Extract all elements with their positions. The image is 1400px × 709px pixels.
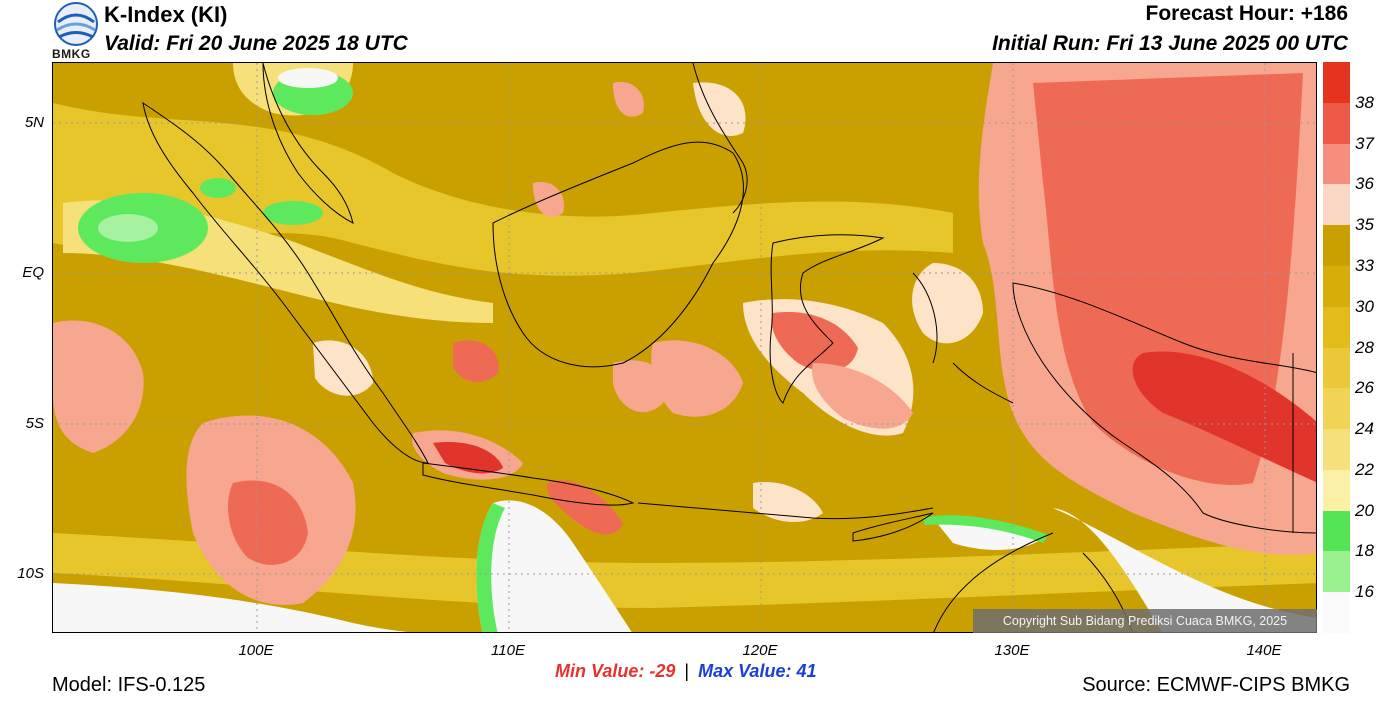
colorbar-label: 26 — [1355, 378, 1374, 398]
zone-low — [278, 68, 338, 88]
lat-label-eq: EQ — [22, 264, 44, 281]
separator: | — [684, 661, 690, 681]
colorbar-segment — [1323, 225, 1350, 267]
zone-light-green — [98, 214, 158, 242]
source-label: Source: ECMWF-CIPS BMKG — [1082, 674, 1350, 696]
zone-pink — [651, 340, 743, 417]
initial-run: Initial Run: Fri 13 June 2025 00 UTC — [992, 32, 1348, 55]
map-title: K-Index (KI) — [104, 2, 228, 27]
lat-label-5s: 5S — [25, 415, 44, 432]
lat-label-10s: 10S — [17, 565, 44, 582]
zone-low — [476, 500, 632, 632]
zone-pink — [53, 320, 144, 453]
zone-salmon — [453, 340, 499, 383]
colorbar-label: 28 — [1355, 337, 1374, 357]
colorbar — [1323, 62, 1350, 634]
zone-cream — [313, 340, 373, 396]
colorbar-label: 38 — [1355, 92, 1374, 112]
zone-green — [923, 515, 1048, 543]
bmkg-logo-icon — [54, 2, 98, 46]
valid-time: Valid: Fri 20 June 2025 18 UTC — [104, 32, 408, 55]
forecast-hour: Forecast Hour: +186 — [1145, 2, 1349, 25]
zone-green — [263, 201, 323, 225]
zone-red — [1132, 351, 1316, 483]
colorbar-segment — [1323, 265, 1350, 308]
zone-green — [200, 178, 236, 198]
zone-pink — [613, 360, 666, 413]
lon-label-110e: 110E — [491, 642, 525, 659]
colorbar-segment — [1323, 429, 1350, 471]
colorbar-label: 24 — [1355, 419, 1374, 439]
colorbar-label: 35 — [1355, 215, 1374, 235]
zone-red — [433, 442, 503, 474]
lon-label-130e: 130E — [994, 642, 1030, 659]
colorbar-segment — [1323, 62, 1350, 104]
zone-pink — [533, 182, 564, 217]
logo-text: BMKG — [52, 47, 91, 61]
zone-yellow — [53, 533, 1316, 608]
colorbar-segment — [1323, 143, 1350, 185]
zone-low — [53, 583, 408, 632]
colorbar-label: 16 — [1355, 582, 1374, 602]
colorbar-label: 33 — [1355, 255, 1374, 275]
map-panel — [52, 62, 1317, 633]
colorbar-label: 30 — [1355, 296, 1374, 316]
zone-cream — [753, 482, 823, 523]
colorbar-segment — [1323, 469, 1350, 512]
copyright-notice: Copyright Sub Bidang Prediksi Cuaca BMKG… — [973, 609, 1317, 633]
colorbar-segment — [1323, 347, 1350, 389]
lon-label-140e: 140E — [1246, 642, 1282, 659]
max-value: Max Value: 41 — [698, 661, 817, 681]
k-index-map — [53, 63, 1316, 632]
colorbar-segment — [1323, 184, 1350, 226]
colorbar-segment — [1323, 388, 1350, 430]
min-value: Min Value: -29 — [555, 661, 676, 681]
colorbar-label: 18 — [1355, 541, 1374, 561]
colorbar-label: 22 — [1355, 459, 1374, 479]
colorbar-label: 36 — [1355, 174, 1374, 194]
coastlines — [142, 63, 1316, 632]
lon-label-120e: 120E — [742, 642, 778, 659]
colorbar-segment — [1323, 510, 1350, 552]
zone-pink — [812, 363, 913, 429]
colorbar-label: 37 — [1355, 133, 1374, 153]
model-label: Model: IFS-0.125 — [52, 674, 206, 696]
lon-label-100e: 100E — [238, 642, 274, 659]
colorbar-segment — [1323, 102, 1350, 145]
colorbar-segment — [1323, 306, 1350, 348]
zone-salmon — [547, 480, 623, 535]
zone-salmon — [228, 480, 308, 565]
zone-yellow — [53, 103, 953, 276]
zone-salmon — [771, 312, 858, 372]
zone-pink — [613, 82, 644, 117]
colorbar-segment — [1323, 551, 1350, 593]
colorbar-label: 20 — [1355, 500, 1374, 520]
colorbar-segment — [1323, 592, 1350, 634]
graticule — [53, 63, 1316, 632]
lat-label-5n: 5N — [24, 114, 44, 131]
min-max-values: Min Value: -29 | Max Value: 41 — [555, 661, 816, 682]
zone-green — [476, 503, 505, 632]
zone-cream — [912, 263, 983, 344]
